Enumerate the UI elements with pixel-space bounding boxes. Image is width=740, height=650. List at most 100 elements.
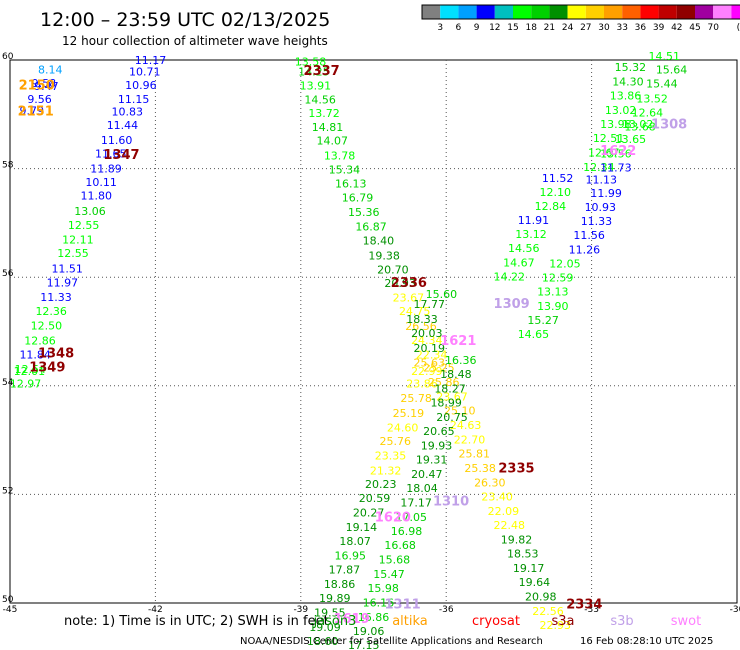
wave-height-label: 19.38 — [368, 249, 400, 262]
wave-height-label: 12.67 — [588, 147, 620, 160]
wave-height-label: 16.87 — [355, 221, 387, 234]
wave-height-label: 20.27 — [353, 507, 385, 520]
wave-height-label: 19.64 — [519, 576, 551, 589]
pass-number-label: 1309 — [494, 297, 530, 312]
wave-height-label: 20.65 — [423, 425, 455, 438]
wave-height-label: 13.02 — [622, 118, 654, 131]
wave-height-label: 16.68 — [384, 539, 416, 552]
pass-number-label: 1308 — [651, 117, 687, 132]
wave-height-label: 25.19 — [393, 407, 425, 420]
wave-height-label: 11.97 — [47, 276, 79, 289]
y-tick-label: 56 — [2, 269, 14, 279]
wave-height-label: 16.95 — [334, 550, 366, 563]
x-tick-label: -39 — [293, 605, 308, 615]
wave-height-label: 16.98 — [391, 525, 423, 538]
wave-height-label: 19.93 — [421, 439, 453, 452]
legend-label: 15 — [507, 23, 518, 33]
data-points: 8.14 9.479.58 9.569.79 11.1710.7110.9611.15… — [10, 50, 688, 650]
wave-height-label: 11.73 — [600, 161, 632, 174]
wave-height-label: 21.32 — [370, 464, 402, 477]
wave-height-label: 11.33 — [40, 291, 72, 304]
wave-height-label: 14.30 — [612, 76, 644, 89]
wave-height-label: 18.04 — [406, 482, 438, 495]
wave-height-label: 13.86 — [610, 90, 642, 103]
legend-label: 70 — [707, 23, 719, 33]
x-tick-label: -42 — [148, 605, 163, 615]
wave-height-label: 23.67 — [436, 390, 468, 403]
wave-height-label: 11.15 — [118, 93, 150, 106]
satellite-name: altika — [392, 614, 428, 629]
wave-height-label: 13.68 — [624, 121, 656, 134]
wave-height-label: 13.58 — [295, 55, 327, 68]
legend-swatch — [622, 5, 641, 19]
wave-height-label: 24.63 — [450, 419, 482, 432]
legend-label: 30 — [598, 23, 610, 33]
wave-height-label: 10.93 — [585, 201, 617, 214]
legend-swatch — [604, 5, 623, 19]
wave-height-label: 14.56 — [508, 242, 540, 255]
wave-height-label: 17.77 — [413, 298, 445, 311]
wave-height-label: 19.55 — [314, 607, 346, 620]
wave-height-label: 17.15 — [348, 639, 380, 650]
wave-height-label: 13.12 — [515, 228, 547, 241]
wave-height-label: 14.07 — [317, 135, 349, 148]
wave-height-label: 16.79 — [342, 192, 374, 205]
wave-height-label: 19.89 — [319, 592, 351, 605]
wave-height-label: 18.48 — [440, 368, 472, 381]
wave-height-label: 25.86 — [428, 376, 460, 389]
wave-height-label: 16.16 — [363, 596, 395, 609]
pass-number-label: 1620 — [375, 511, 411, 526]
pass-number-label: 1348 — [38, 347, 74, 362]
wave-height-label: 25.10 — [444, 405, 476, 418]
wave-height-label: 24.75 — [399, 305, 431, 318]
legend-swatch — [585, 5, 604, 19]
wave-height-label: 13.65 — [615, 133, 647, 146]
wave-height-label: 11.65 — [95, 148, 127, 161]
x-tick-label: -36 — [439, 605, 454, 615]
wave-height-label: 22.48 — [493, 519, 525, 532]
legend-swatch — [422, 5, 441, 19]
wave-height-label: 10.11 — [85, 176, 117, 189]
wave-height-label: 9.47 — [34, 80, 59, 93]
wave-height-label: 22.34 — [416, 349, 448, 362]
legend-label: 18 — [525, 23, 537, 33]
wave-height-label: 25.78 — [400, 392, 432, 405]
wave-height-label: 13.06 — [74, 205, 106, 218]
wave-height-label: 24.60 — [387, 421, 419, 434]
wave-height-label: 19.17 — [513, 562, 545, 575]
wave-height-label: 12.50 — [31, 319, 63, 332]
wave-height-label: 25.38 — [464, 462, 496, 475]
footer-credit: NOAA/NESDIS Center for Satellite Applica… — [240, 636, 543, 647]
legend-label: 12 — [489, 23, 500, 33]
wave-height-label: 9.56 — [27, 93, 52, 106]
plot-frame — [9, 59, 738, 604]
wave-height-label: 12.36 — [35, 305, 67, 318]
wave-height-label: 23.86 — [406, 377, 438, 390]
wave-height-label: 13.13 — [537, 286, 569, 299]
satellite-name: s3b — [610, 614, 633, 629]
legend-label: 6 — [456, 23, 462, 33]
wave-height-label: 24.34 — [411, 334, 443, 347]
wave-height-label: 23.35 — [375, 450, 407, 463]
wave-height-label: 9.79 — [20, 104, 45, 117]
axis-ticks: -45 -42 -39 -36 -33 -30 60 58 56 54 52 50 — [2, 52, 740, 615]
satellite-name: cryosat — [472, 614, 520, 629]
wave-height-label: 16.86 — [358, 611, 390, 624]
wave-height-label: 11.89 — [90, 162, 122, 175]
y-tick-label: 58 — [2, 161, 14, 171]
legend-swatch — [531, 5, 550, 19]
grid-lines — [10, 60, 737, 603]
legend-label: 27 — [580, 23, 591, 33]
wave-height-label: 12.86 — [24, 335, 56, 348]
wave-height-label: 19.14 — [346, 521, 378, 534]
legend-swatch — [640, 5, 659, 19]
wave-height-label: 12.84 — [535, 200, 567, 213]
legend-swatch — [476, 5, 495, 19]
legend-label: 39 — [653, 23, 665, 33]
wave-height-label: 11.13 — [586, 173, 618, 186]
satellite-name: s3a — [551, 614, 574, 629]
wave-height-label: 10.96 — [125, 79, 157, 92]
wave-height-label: 13.02 — [605, 104, 637, 117]
wave-height-label: 22.09 — [488, 505, 520, 518]
wave-height-label: 10.71 — [129, 66, 161, 79]
